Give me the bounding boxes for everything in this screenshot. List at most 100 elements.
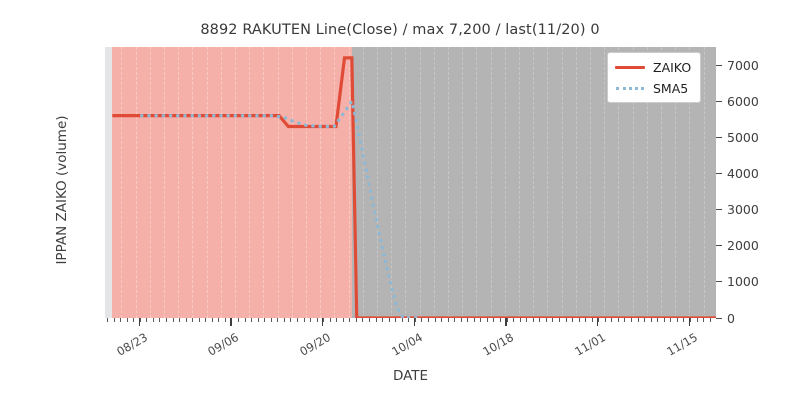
x-axis-minor-tick xyxy=(296,318,298,322)
x-axis-minor-tick xyxy=(473,318,475,322)
y-tick-label: 0 xyxy=(727,310,735,326)
gridline xyxy=(589,47,592,318)
x-axis-minor-tick xyxy=(310,318,312,322)
legend-item-sma5[interactable]: SMA5 xyxy=(615,79,691,97)
x-axis-minor-tick xyxy=(133,318,135,322)
x-axis-minor-tick xyxy=(467,318,469,322)
y-tick-label: 1000 xyxy=(727,274,759,290)
x-axis-minor-tick xyxy=(434,318,436,322)
x-axis-minor-tick xyxy=(401,318,403,322)
x-axis-minor-tick xyxy=(369,318,370,322)
x-axis-minor-tick xyxy=(611,318,613,322)
legend-swatch-solid-icon xyxy=(615,62,645,72)
gridline xyxy=(277,47,280,318)
gridline xyxy=(533,47,535,318)
gridline xyxy=(646,47,649,318)
x-axis-minor-tick xyxy=(617,318,619,322)
gridline xyxy=(178,47,180,318)
y-axis-title: IPPAN ZAIKO (volume) xyxy=(54,115,70,265)
x-axis-minor-tick xyxy=(362,318,364,322)
gridline xyxy=(561,47,564,318)
x-axis-minor-tick xyxy=(532,318,534,322)
x-axis-minor-tick xyxy=(323,318,325,322)
x-axis-minor-tick xyxy=(598,318,600,322)
x-axis-minor-tick xyxy=(303,318,305,322)
x-axis-minor-tick xyxy=(211,318,213,322)
x-axis-major-tick xyxy=(505,318,507,326)
gridline xyxy=(419,47,422,318)
x-axis-minor-tick xyxy=(395,318,397,322)
x-axis-minor-tick xyxy=(283,318,285,322)
x-axis-minor-tick xyxy=(336,318,338,322)
x-axis-minor-tick xyxy=(342,318,344,322)
x-axis-minor-tick xyxy=(192,318,194,322)
chart-title: 8892 RAKUTEN Line(Close) / max 7,200 / l… xyxy=(200,22,600,38)
x-axis-minor-tick xyxy=(375,318,377,322)
x-axis-minor-tick xyxy=(349,318,351,322)
background-band-active-period xyxy=(112,47,352,318)
x-axis-major-tick xyxy=(321,318,324,326)
x-axis-minor-tick xyxy=(572,318,574,322)
x-axis-minor-tick xyxy=(205,318,207,322)
x-axis-minor-tick xyxy=(637,318,639,322)
x-axis-minor-tick xyxy=(185,318,187,322)
x-axis-minor-tick xyxy=(441,318,443,322)
x-axis-minor-tick xyxy=(565,318,567,322)
y-tick-label: 5000 xyxy=(727,129,759,145)
x-axis-minor-tick xyxy=(703,318,705,322)
x-axis-minor-tick xyxy=(159,318,161,322)
gridline xyxy=(518,47,521,318)
x-axis-minor-tick xyxy=(316,318,318,322)
x-axis-minor-tick xyxy=(290,318,292,322)
x-axis-minor-tick xyxy=(709,318,711,322)
x-axis-minor-tick xyxy=(493,318,495,322)
x-axis-major-tick xyxy=(230,318,232,326)
x-axis-minor-tick xyxy=(454,318,456,322)
x-axis-minor-tick xyxy=(427,318,429,322)
x-axis-major-tick xyxy=(688,318,690,326)
x-axis-minor-tick xyxy=(604,318,606,322)
gridline xyxy=(504,47,507,318)
gridline xyxy=(476,47,478,318)
x-axis-minor-tick xyxy=(558,318,560,322)
gridline xyxy=(149,47,152,318)
x-axis-minor-tick xyxy=(231,318,233,322)
x-axis-minor-tick xyxy=(591,318,593,322)
gridline xyxy=(135,47,138,318)
x-axis-minor-tick xyxy=(198,318,200,322)
legend-item-zaiko[interactable]: ZAIKO xyxy=(615,58,691,76)
x-axis-minor-tick xyxy=(500,318,501,322)
gridline xyxy=(220,47,223,318)
gridline xyxy=(348,47,351,318)
legend-line-sample xyxy=(615,65,645,69)
y-tick-mark xyxy=(716,281,722,283)
x-axis-minor-tick xyxy=(631,318,632,322)
x-axis-minor-tick xyxy=(329,318,331,322)
gridline xyxy=(447,47,450,318)
y-axis: 0 1000 2000 3000 4000 5000 6000 7000 xyxy=(716,47,800,326)
gridline xyxy=(291,47,294,318)
y-tick-label: 4000 xyxy=(727,165,759,181)
x-axis-minor-tick xyxy=(408,318,410,322)
x-axis-minor-tick xyxy=(460,318,462,322)
x-axis-minor-tick xyxy=(421,318,423,322)
x-axis-minor-tick xyxy=(355,318,357,322)
gridline xyxy=(206,47,209,318)
gridline xyxy=(391,47,393,318)
gridline xyxy=(433,47,436,318)
series-line-sma5 xyxy=(139,96,425,318)
gridline xyxy=(405,47,407,318)
x-axis-minor-tick xyxy=(270,318,272,322)
gridline xyxy=(320,47,322,318)
y-tick-label: 7000 xyxy=(727,57,759,73)
x-tick-label: 10/18 xyxy=(480,330,517,359)
x-axis-minor-tick xyxy=(120,318,122,322)
legend[interactable]: ZAIKO SMA5 xyxy=(607,52,702,103)
gridline xyxy=(689,47,691,318)
x-axis-minor-tick xyxy=(257,318,259,322)
x-axis-minor-tick xyxy=(224,318,226,322)
x-axis-minor-tick xyxy=(578,318,580,322)
y-tick-label: 6000 xyxy=(727,93,759,109)
x-tick-label: 10/04 xyxy=(388,330,425,359)
